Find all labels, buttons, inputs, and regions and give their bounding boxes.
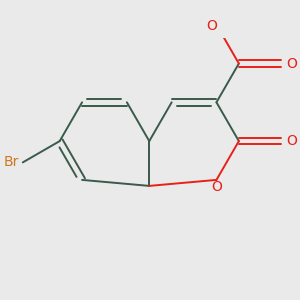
Text: Br: Br [3, 155, 19, 170]
Text: O: O [286, 134, 298, 148]
Text: O: O [211, 180, 222, 194]
Text: O: O [286, 56, 298, 70]
Text: O: O [206, 19, 217, 33]
